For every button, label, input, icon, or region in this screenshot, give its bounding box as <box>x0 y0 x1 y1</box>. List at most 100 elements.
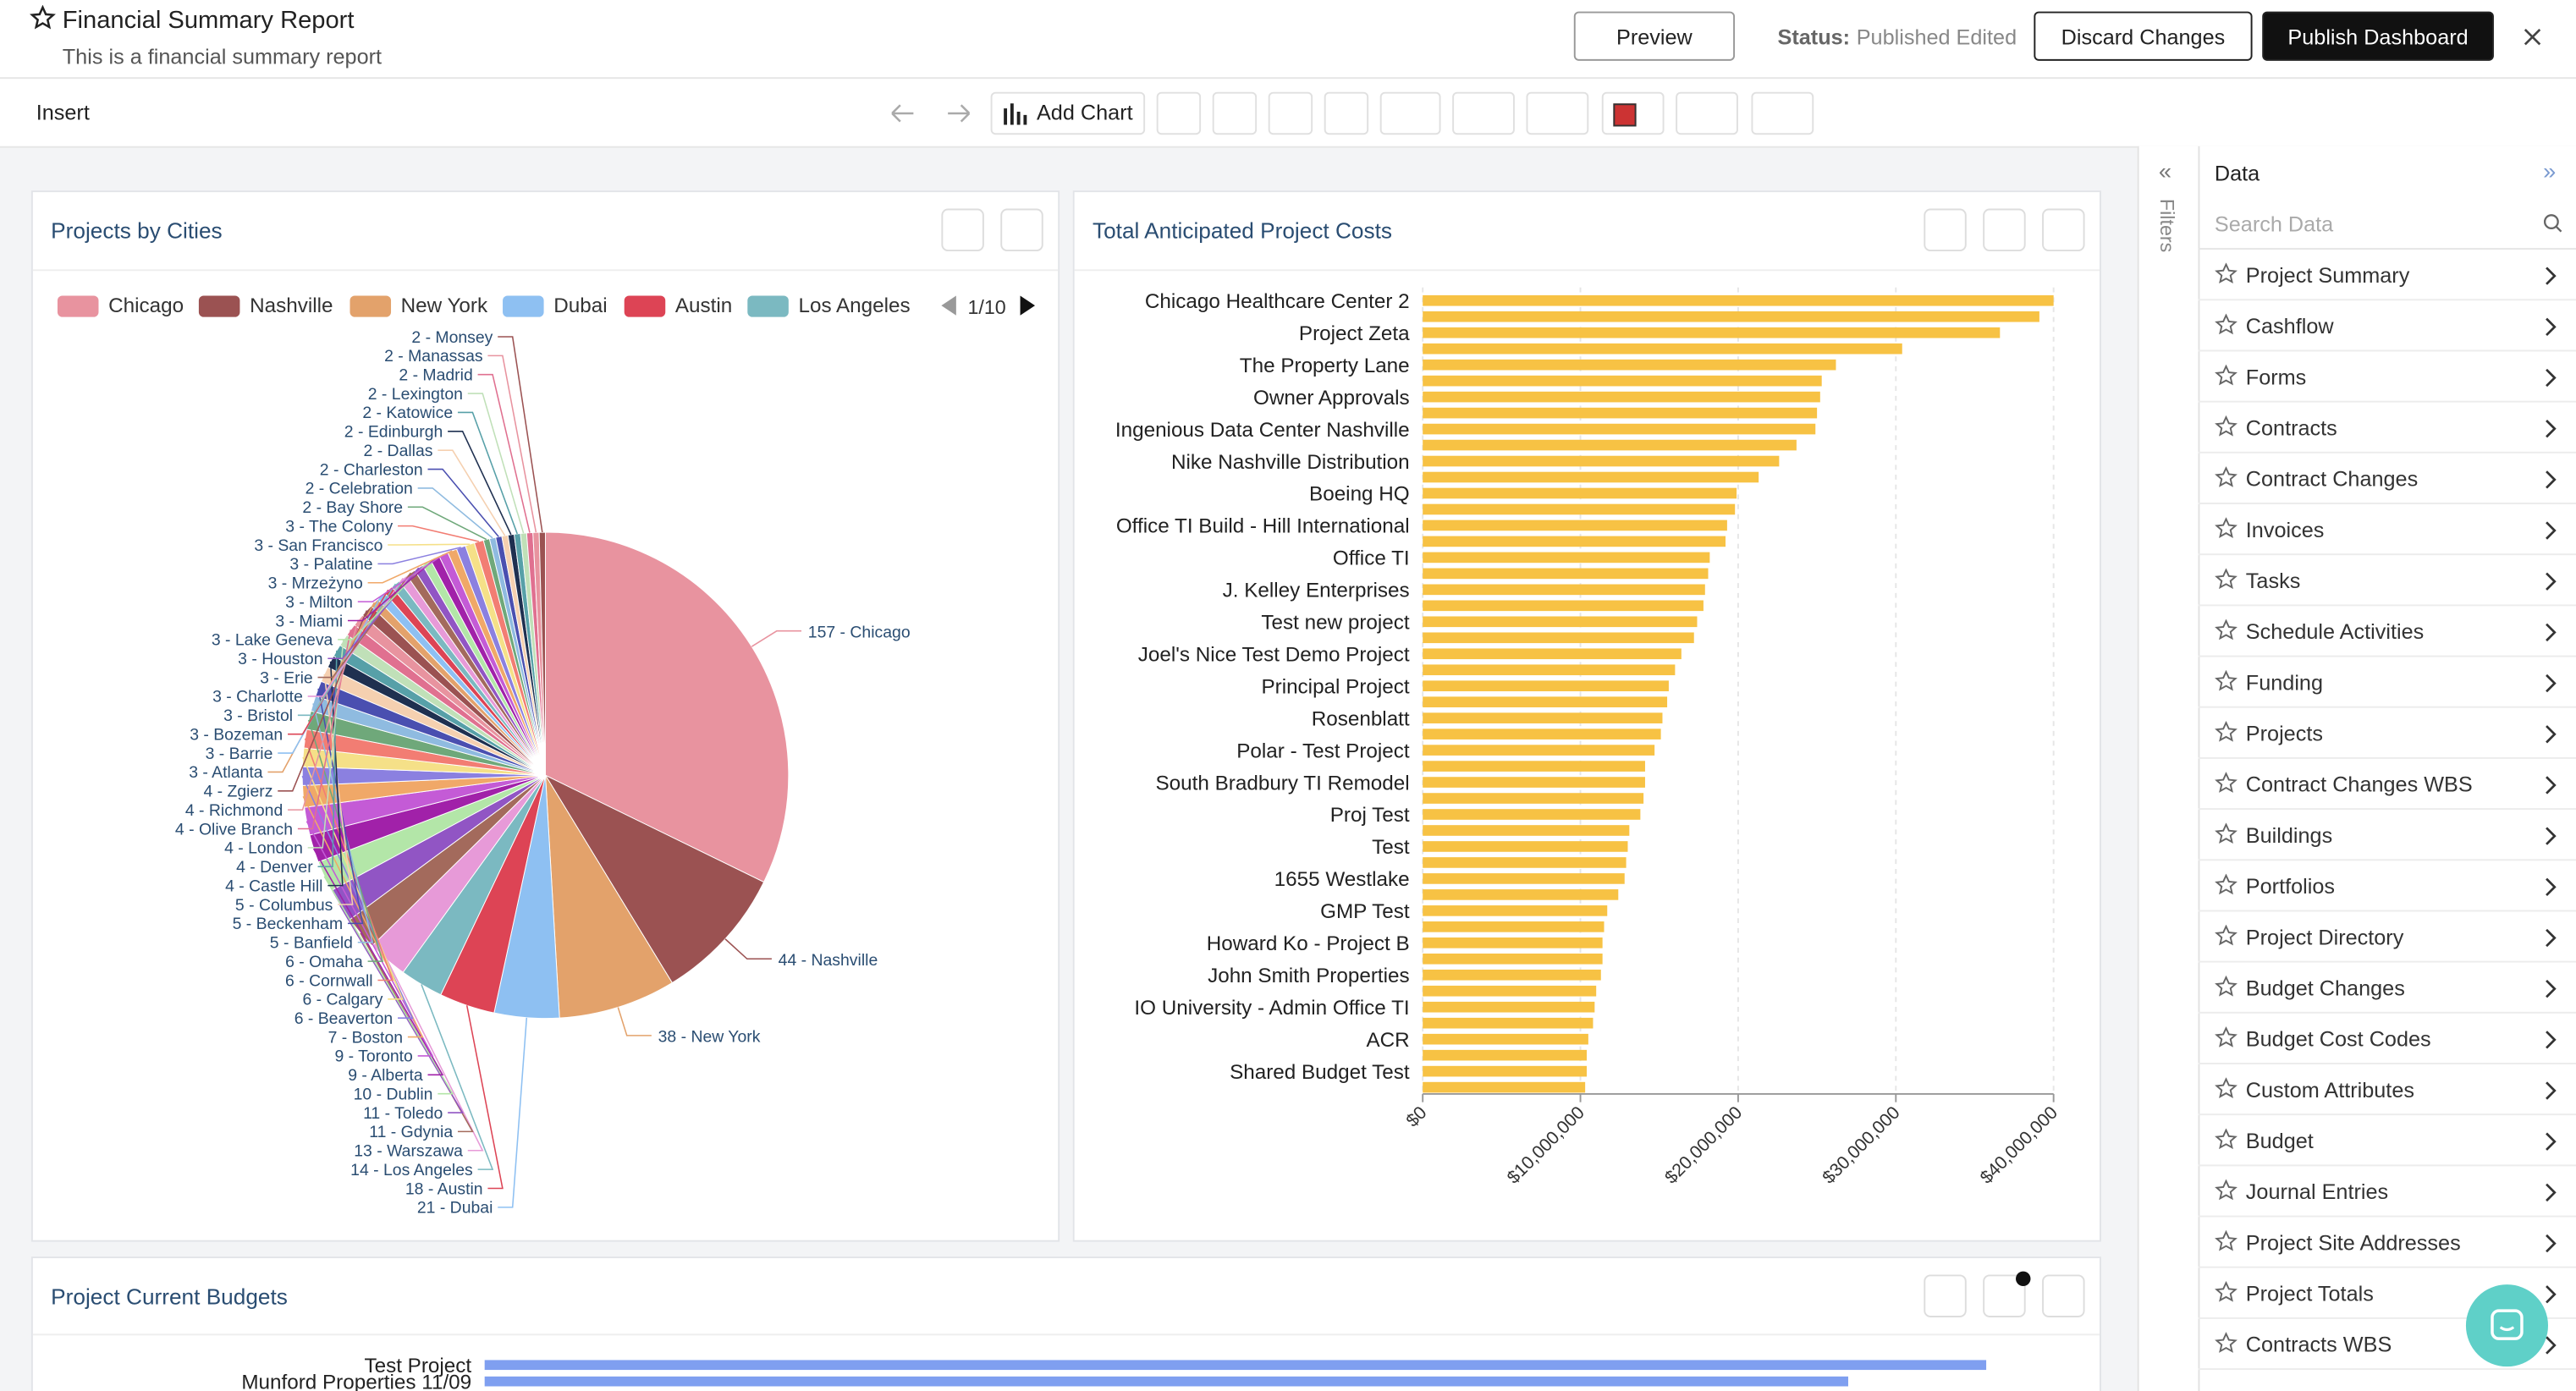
data-item[interactable]: Buildings <box>2198 810 2576 861</box>
bar <box>1423 568 1709 580</box>
card-title: Project Current Budgets <box>51 1284 288 1310</box>
image-tool[interactable] <box>1156 91 1202 135</box>
slice-label: 7 - Boston <box>328 1028 403 1047</box>
favorite-star[interactable] <box>30 4 56 31</box>
y-tick-label: Joel's Nice Test Demo Project <box>1138 643 1410 666</box>
leader-line <box>724 938 772 960</box>
data-item[interactable]: Portfolios <box>2198 860 2576 912</box>
slice-label: 6 - Cornwall <box>285 971 373 990</box>
data-item[interactable]: Budget Changes <box>2198 963 2576 1014</box>
bar <box>1423 552 1710 564</box>
data-item[interactable]: Contract Changes WBS <box>2198 759 2576 811</box>
x-tick-label: $40,000,000 <box>1976 1102 2061 1188</box>
data-item[interactable]: Invoices <box>2198 504 2576 556</box>
menu-button[interactable] <box>2042 208 2085 252</box>
leader-line <box>417 487 493 539</box>
layout-tool[interactable] <box>1676 91 1738 135</box>
divider <box>0 77 2576 80</box>
theme-tool[interactable] <box>1324 91 1369 135</box>
data-item[interactable]: Project Site Addresses <box>2198 1218 2576 1268</box>
leader-line <box>278 610 368 792</box>
chat-bubble[interactable] <box>2465 1284 2549 1367</box>
data-item[interactable]: Project Totals <box>2198 1268 2576 1319</box>
slice-label: 3 - The Colony <box>285 517 393 536</box>
slice-label: 9 - Toronto <box>334 1047 412 1066</box>
slice-label: 2 - Celebration <box>305 480 413 498</box>
leader-line <box>487 355 537 533</box>
data-item[interactable]: Budget Cost Codes <box>2198 1014 2576 1064</box>
leader-line <box>407 506 487 541</box>
data-item[interactable]: Custom Attributes <box>2198 1064 2576 1116</box>
leader-line <box>357 553 444 602</box>
data-item-label: Buildings <box>2245 822 2333 848</box>
x-tick-label: $0 <box>1402 1102 1431 1131</box>
data-item[interactable]: Budget <box>2198 1115 2576 1167</box>
slice-label: 4 - Richmond <box>185 801 283 820</box>
color-tool[interactable] <box>1601 91 1665 135</box>
collapse-icon[interactable]: « <box>2158 157 2172 184</box>
legend-swatch <box>503 295 544 317</box>
y-tick-label: Munford Properties 11/09 <box>241 1371 471 1391</box>
data-item-label: Projects <box>2245 721 2323 746</box>
data-item[interactable]: Cashflow <box>2198 300 2576 352</box>
button-tool[interactable] <box>1268 91 1313 135</box>
search-placeholder: Search Data <box>2214 212 2334 237</box>
close-button[interactable] <box>2522 26 2543 47</box>
slice-label: 6 - Beaverton <box>294 1009 394 1028</box>
leader-line <box>338 562 427 641</box>
filter-button[interactable] <box>941 208 984 252</box>
filters-label[interactable]: Filters <box>2155 198 2179 253</box>
bar <box>1423 809 1641 820</box>
leader-line <box>317 688 364 925</box>
data-item[interactable]: Contract Changes <box>2198 454 2576 504</box>
publish-button[interactable]: Publish Dashboard <box>2262 11 2494 61</box>
data-panel <box>2198 146 2576 1391</box>
leader-line <box>421 984 494 1170</box>
bar <box>1423 1017 1593 1029</box>
bar <box>1423 728 1661 739</box>
data-item[interactable]: Forms <box>2198 351 2576 403</box>
text-tool[interactable] <box>1212 91 1258 135</box>
y-tick-label: Shared Budget Test <box>1230 1061 1410 1084</box>
menu-button[interactable] <box>2042 1274 2085 1317</box>
data-item[interactable]: Contracts WBS <box>2198 1319 2576 1371</box>
expand-icon[interactable]: » <box>2543 157 2557 184</box>
y-tick-label: Owner Approvals <box>1253 387 1410 410</box>
undo-redo[interactable] <box>887 98 985 128</box>
data-item[interactable]: Funding <box>2198 657 2576 708</box>
leader-line <box>347 558 436 622</box>
filter-tool[interactable] <box>1526 91 1589 135</box>
resize-button[interactable] <box>1924 1274 1967 1317</box>
legend-page: 1/10 <box>967 296 1005 318</box>
download-tool[interactable] <box>1751 91 1814 135</box>
bar <box>1423 536 1726 547</box>
preview-button[interactable]: Preview <box>1573 11 1736 61</box>
data-item[interactable]: Project Summary <box>2198 250 2576 301</box>
menu-button[interactable] <box>1000 208 1043 252</box>
legend-label: New York <box>401 294 488 317</box>
data-item[interactable]: Tasks <box>2198 555 2576 607</box>
data-item[interactable]: Schedule Activities <box>2198 606 2576 657</box>
data-item[interactable]: Contracts <box>2198 403 2576 454</box>
data-item[interactable]: Journal Entries <box>2198 1166 2576 1218</box>
search-box[interactable]: Search Data <box>2198 201 2576 250</box>
resize-button[interactable] <box>1924 208 1967 252</box>
spacing-tool[interactable] <box>1452 91 1515 135</box>
y-tick-label: Test Project <box>364 1355 471 1377</box>
data-item[interactable]: Projects <box>2198 708 2576 759</box>
data-item-label: Project Directory <box>2245 924 2404 950</box>
legend-label: Austin <box>675 294 732 317</box>
slice-label: 3 - Milton <box>285 593 353 612</box>
columns-tool[interactable] <box>1379 91 1441 135</box>
add-chart-button[interactable]: Add Chart <box>990 91 1146 135</box>
bar <box>484 1376 1848 1387</box>
filter-button[interactable] <box>1983 208 2026 252</box>
discard-button[interactable]: Discard Changes <box>2034 11 2253 61</box>
leader-line <box>288 619 360 811</box>
leader-line <box>617 1007 652 1036</box>
leader-line <box>304 738 394 981</box>
data-item[interactable]: Project Directory <box>2198 911 2576 963</box>
leader-line <box>367 550 453 584</box>
legend-label: Nashville <box>250 294 333 317</box>
